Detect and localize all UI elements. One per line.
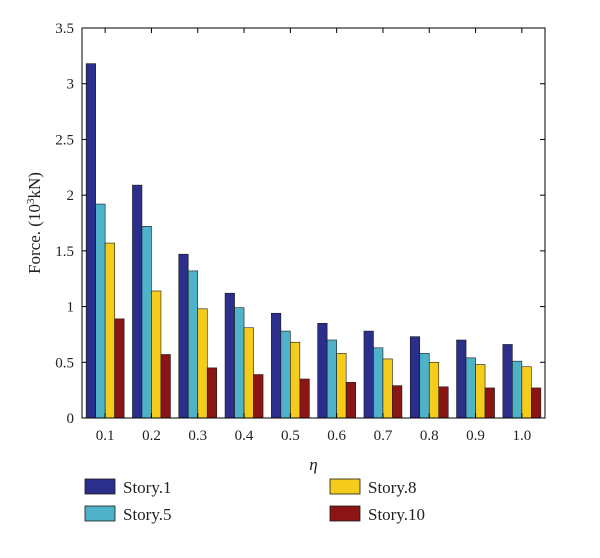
x-tick-label: 0.3 — [188, 428, 207, 444]
bar-story-10-0_1 — [114, 318, 125, 419]
bar-story-10-0_8 — [438, 386, 449, 419]
bars-group — [85, 63, 542, 419]
y-tick-label: 2.5 — [55, 132, 74, 148]
bar-story-1-0_3 — [178, 253, 189, 419]
bar-story-8-1_0 — [521, 366, 532, 419]
bar-story-8-0_2 — [151, 290, 162, 419]
y-tick-label: 3 — [67, 77, 75, 93]
x-tick-label: 0.4 — [235, 428, 254, 444]
bar-story-1-0_6 — [317, 322, 328, 419]
bar-story-5-1_0 — [512, 360, 523, 419]
bar-story-8-0_4 — [243, 327, 254, 419]
bar-story-8-0_1 — [104, 242, 115, 419]
legend-swatch-story-5 — [84, 505, 116, 522]
y-axis-label-sup: 3 — [25, 198, 37, 204]
x-tick-label: 0.2 — [142, 428, 161, 444]
ticks-group — [82, 27, 545, 419]
x-axis-label: η — [309, 455, 317, 474]
x-tick-label: 0.9 — [466, 428, 485, 444]
legend-label-story-5: Story.5 — [123, 505, 172, 524]
bar-story-5-0_5 — [280, 330, 291, 419]
y-axis-label-unit: kN) — [25, 172, 44, 198]
bar-story-8-0_6 — [336, 353, 347, 419]
x-tick-label: 0.6 — [327, 428, 346, 444]
bar-story-5-0_6 — [326, 339, 337, 419]
y-tick-label: 1.5 — [55, 244, 74, 260]
legend-label-story-8: Story.8 — [368, 478, 417, 497]
tick-labels-group: 0 0.5 1 1.5 2 2.5 3 3.5 0.1 0.2 0.3 0.4 0.5 0.6 0.7 0.8… — [55, 21, 531, 444]
bar-story-1-0_2 — [132, 184, 143, 419]
y-tick-label: 0 — [67, 411, 75, 427]
bar-story-1-0_7 — [363, 330, 374, 419]
plot-frame — [81, 27, 546, 419]
y-tick-label: 2 — [67, 188, 75, 204]
y-tick-label: 3.5 — [55, 21, 74, 37]
bar-story-8-0_5 — [290, 341, 301, 419]
legend-label-story-1: Story.1 — [123, 478, 172, 497]
x-tick-label: 0.5 — [281, 428, 300, 444]
legend-label-story-10: Story.10 — [368, 505, 425, 524]
bar-story-10-0_7 — [392, 385, 403, 419]
bar-story-1-1_0 — [502, 344, 513, 419]
bar-story-10-0_2 — [160, 354, 171, 419]
bar-story-10-1_0 — [531, 387, 542, 419]
bar-story-1-0_1 — [85, 63, 96, 419]
legend-swatch-story-10 — [329, 505, 361, 522]
bar-story-5-0_3 — [187, 270, 199, 419]
bar-story-1-0_8 — [409, 336, 421, 419]
bar-story-5-0_2 — [141, 226, 152, 419]
y-tick-label: 1 — [67, 300, 75, 316]
legend-swatch-story-8 — [329, 478, 361, 495]
bar-story-1-0_4 — [224, 292, 235, 419]
bar-story-5-0_7 — [373, 347, 384, 419]
x-tick-label: 0.1 — [96, 428, 115, 444]
x-tick-label: 0.8 — [420, 428, 439, 444]
bar-story-1-0_9 — [456, 339, 467, 419]
bar-story-8-0_9 — [475, 364, 486, 419]
bar-story-10-0_4 — [253, 374, 264, 419]
legend-swatch-story-1 — [84, 478, 116, 495]
y-axis-label-main: Force. (10 — [25, 204, 44, 274]
bar-story-10-0_6 — [345, 382, 356, 419]
bar-story-1-0_5 — [271, 312, 282, 419]
bar-story-5-0_4 — [234, 307, 245, 419]
bar-story-5-0_9 — [465, 357, 476, 419]
bar-story-5-0_1 — [95, 203, 106, 419]
x-tick-label: 0.7 — [374, 428, 393, 444]
x-tick-label: 1.0 — [512, 428, 531, 444]
bar-story-10-0_3 — [206, 367, 218, 419]
legend: Story.1 Story.8 Story.5 Story.10 — [84, 478, 425, 524]
bar-story-8-0_8 — [428, 361, 440, 419]
bar-story-8-0_3 — [197, 308, 208, 419]
y-axis-label: Force. (103kN) — [25, 172, 44, 274]
bar-story-10-0_9 — [484, 387, 495, 419]
bar-story-10-0_5 — [299, 378, 310, 419]
bar-story-8-0_7 — [382, 358, 393, 419]
y-tick-label: 0.5 — [55, 355, 74, 371]
bar-story-5-0_8 — [419, 353, 430, 419]
